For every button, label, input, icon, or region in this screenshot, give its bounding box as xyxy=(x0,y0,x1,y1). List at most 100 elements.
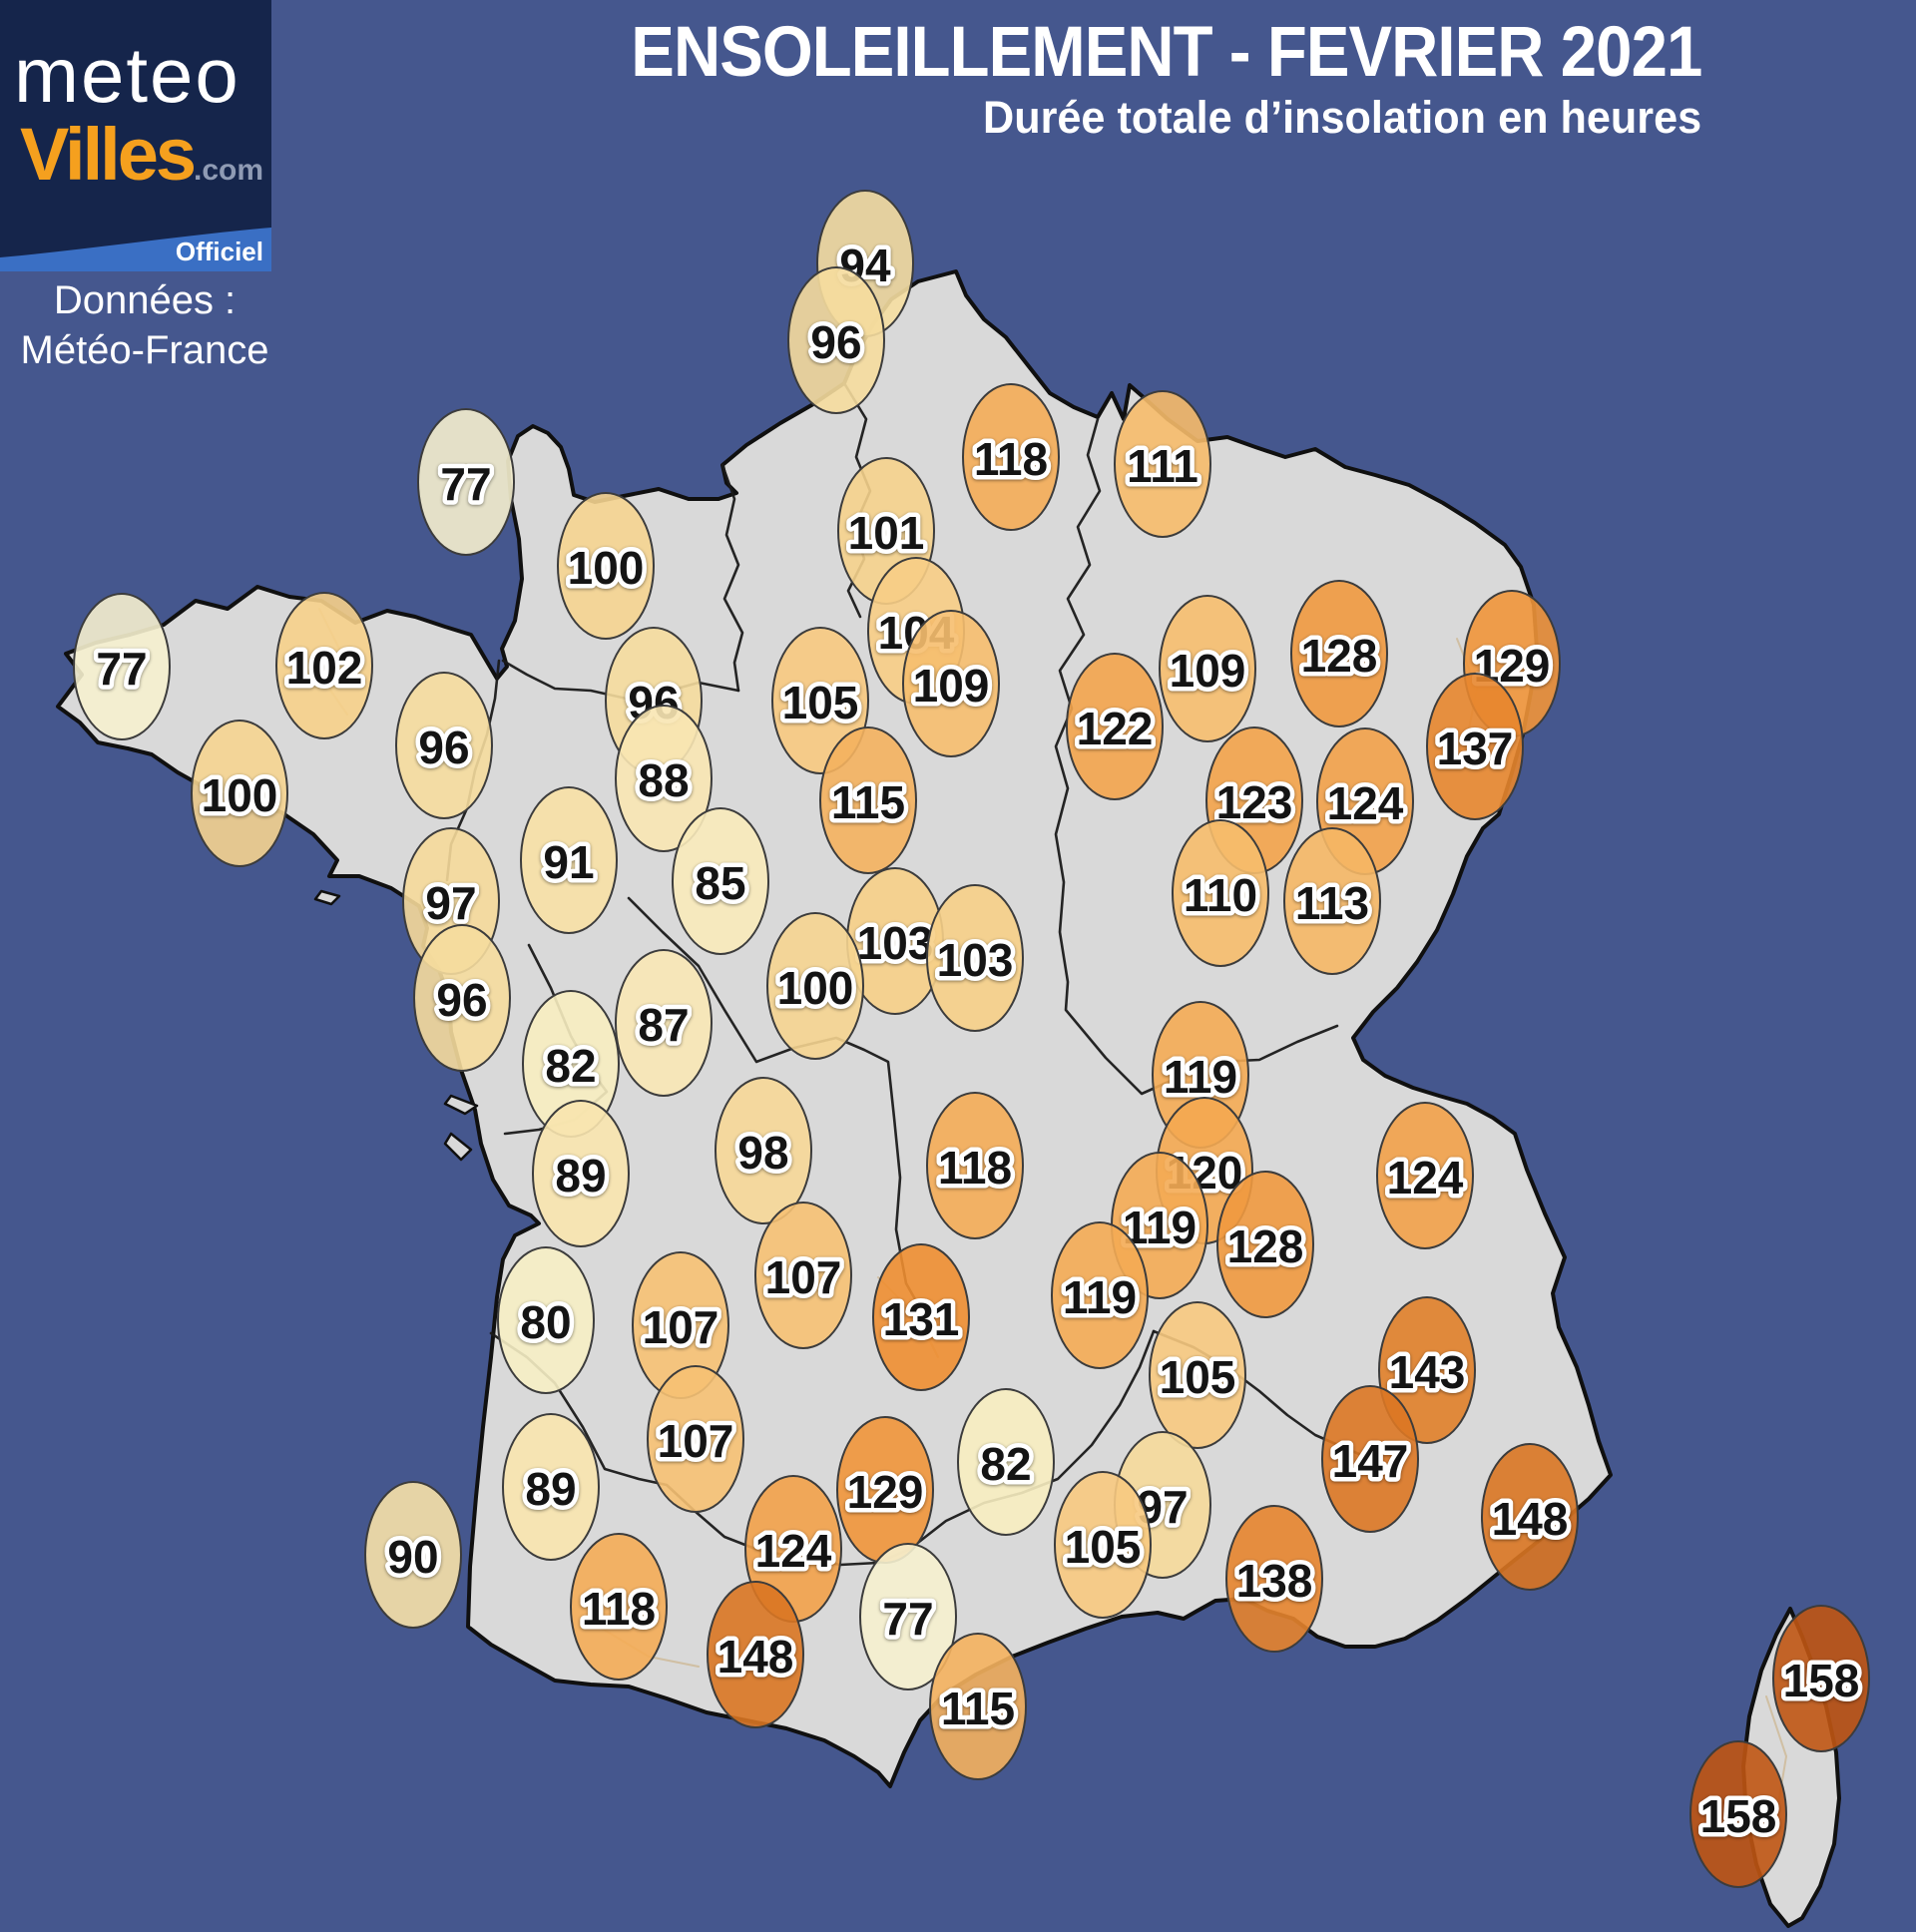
bubble-value: 158 xyxy=(1700,1790,1777,1842)
bubble-value: 148 xyxy=(1492,1493,1569,1545)
bubble-value: 143 xyxy=(1389,1346,1466,1398)
bubble-ellipse xyxy=(754,1202,852,1349)
logo-officiel-badge: Officiel xyxy=(175,237,263,266)
bubble-ellipse xyxy=(1159,595,1256,742)
bubble-ellipse xyxy=(707,1581,804,1728)
bubble-value: 103 xyxy=(857,917,934,969)
bubble-value: 96 xyxy=(436,974,487,1026)
bubble-value: 129 xyxy=(1474,640,1551,692)
data-bubble: 89 xyxy=(532,1100,630,1247)
bubble-ellipse xyxy=(73,593,171,740)
bubble-ellipse xyxy=(275,592,373,739)
data-bubble: 82 xyxy=(957,1388,1055,1536)
bubble-value: 91 xyxy=(543,836,594,888)
bubble-value: 118 xyxy=(582,1583,656,1635)
bubble-value: 123 xyxy=(1216,776,1293,828)
data-bubble: 124 xyxy=(1376,1102,1474,1249)
data-bubble: 118 xyxy=(570,1533,668,1681)
data-bubble: 113 xyxy=(1283,827,1381,975)
bubble-ellipse xyxy=(672,807,769,955)
data-bubble: 80 xyxy=(497,1246,595,1394)
bubble-value: 103 xyxy=(937,934,1014,986)
data-bubble: 96 xyxy=(413,924,511,1072)
data-bubble: 129 xyxy=(836,1416,934,1564)
bubble-ellipse xyxy=(859,1543,957,1690)
bubble-value: 96 xyxy=(418,722,469,773)
bubble-ellipse xyxy=(1054,1471,1152,1619)
page-title: ENSOLEILLEMENT - FEVRIER 2021 xyxy=(630,13,1702,92)
bubble-value: 80 xyxy=(520,1296,571,1348)
bubble-value: 77 xyxy=(882,1593,933,1645)
bubble-ellipse xyxy=(1283,827,1381,975)
data-bubble: 147 xyxy=(1321,1385,1419,1533)
bubble-ellipse xyxy=(647,1365,744,1513)
bubble-ellipse xyxy=(715,1077,812,1224)
ile-oleron-island xyxy=(443,1132,473,1162)
bubble-ellipse xyxy=(1426,673,1524,820)
data-bubble: 88 xyxy=(615,705,713,852)
data-bubble: 128 xyxy=(1290,580,1388,727)
bubble-ellipse xyxy=(1051,1221,1149,1369)
data-bubble: 100 xyxy=(766,912,864,1060)
data-bubble: 128 xyxy=(1216,1171,1314,1318)
bubble-ellipse xyxy=(1481,1443,1579,1591)
bubble-value: 105 xyxy=(782,677,859,728)
bubble-value: 97 xyxy=(1137,1481,1188,1533)
data-bubble: 100 xyxy=(557,492,655,640)
data-bubble: 87 xyxy=(615,949,713,1097)
bubble-ellipse xyxy=(1290,580,1388,727)
data-bubble: 119 xyxy=(1051,1221,1149,1369)
logo-villes-line: Villes.com xyxy=(20,112,263,197)
bubble-ellipse xyxy=(364,1481,462,1629)
data-bubble: 118 xyxy=(962,383,1060,531)
belle-ile-island xyxy=(313,889,341,906)
bubble-value: 128 xyxy=(1227,1220,1304,1272)
bubble-value: 101 xyxy=(848,507,925,559)
data-bubble: 77 xyxy=(859,1543,957,1690)
bubble-ellipse xyxy=(1066,653,1164,800)
data-bubble: 158 xyxy=(1772,1605,1870,1752)
data-bubble: 131 xyxy=(872,1243,970,1391)
page-subtitle: Durée totale d’insolation en heures xyxy=(982,92,1701,143)
bubble-ellipse xyxy=(191,720,288,867)
bubble-value: 77 xyxy=(440,458,491,510)
data-bubble: 118 xyxy=(926,1092,1024,1239)
bubble-ellipse xyxy=(1689,1740,1787,1888)
data-bubble: 85 xyxy=(672,807,769,955)
bubble-value: 100 xyxy=(568,542,645,594)
data-bubble: 137 xyxy=(1426,673,1524,820)
data-bubble: 103 xyxy=(926,884,1024,1032)
data-bubble: 109 xyxy=(1159,595,1256,742)
bubble-ellipse xyxy=(957,1388,1055,1536)
bubble-ellipse xyxy=(570,1533,668,1681)
bubble-value: 96 xyxy=(810,316,861,368)
bubble-ellipse xyxy=(1225,1505,1323,1653)
data-bubble: 148 xyxy=(707,1581,804,1728)
data-bubble: 105 xyxy=(1054,1471,1152,1619)
bubble-ellipse xyxy=(497,1246,595,1394)
bubble-ellipse xyxy=(766,912,864,1060)
bubble-ellipse xyxy=(962,383,1060,531)
data-bubble: 107 xyxy=(647,1365,744,1513)
bubble-value: 107 xyxy=(658,1415,734,1467)
meteovilles-logo: meteo Villes.com Officiel xyxy=(0,0,271,271)
data-bubble: 115 xyxy=(819,726,917,874)
bubble-value: 97 xyxy=(425,877,476,929)
bubble-value: 122 xyxy=(1077,703,1154,754)
bubble-ellipse xyxy=(787,266,885,414)
bubble-value: 115 xyxy=(941,1683,1015,1734)
bubble-value: 147 xyxy=(1332,1435,1409,1487)
bubble-ellipse xyxy=(1376,1102,1474,1249)
bubble-value: 89 xyxy=(555,1150,606,1202)
bubble-value: 115 xyxy=(831,776,905,828)
bubble-ellipse xyxy=(1216,1171,1314,1318)
bubble-value: 111 xyxy=(1127,440,1198,492)
data-bubble: 122 xyxy=(1066,653,1164,800)
data-bubble: 109 xyxy=(902,610,1000,757)
bubble-value: 82 xyxy=(980,1438,1031,1490)
data-source-line1: Données : xyxy=(53,278,237,322)
data-bubble: 105 xyxy=(1149,1301,1246,1449)
bubble-value: 110 xyxy=(1184,869,1257,921)
data-bubble: 115 xyxy=(929,1633,1027,1780)
logo-meteo-text: meteo xyxy=(14,31,240,119)
